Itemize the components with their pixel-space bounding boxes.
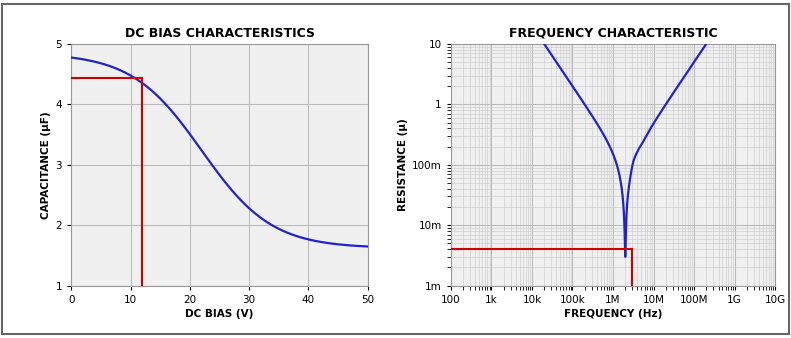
Title: DC BIAS CHARACTERISTICS: DC BIAS CHARACTERISTICS xyxy=(124,27,315,40)
Y-axis label: CAPACITANCE (μF): CAPACITANCE (μF) xyxy=(41,111,51,219)
Title: FREQUENCY CHARACTERISTIC: FREQUENCY CHARACTERISTIC xyxy=(509,27,717,40)
X-axis label: FREQUENCY (Hz): FREQUENCY (Hz) xyxy=(564,309,662,319)
X-axis label: DC BIAS (V): DC BIAS (V) xyxy=(185,309,254,319)
Y-axis label: RESISTANCE (μ): RESISTANCE (μ) xyxy=(398,118,408,211)
